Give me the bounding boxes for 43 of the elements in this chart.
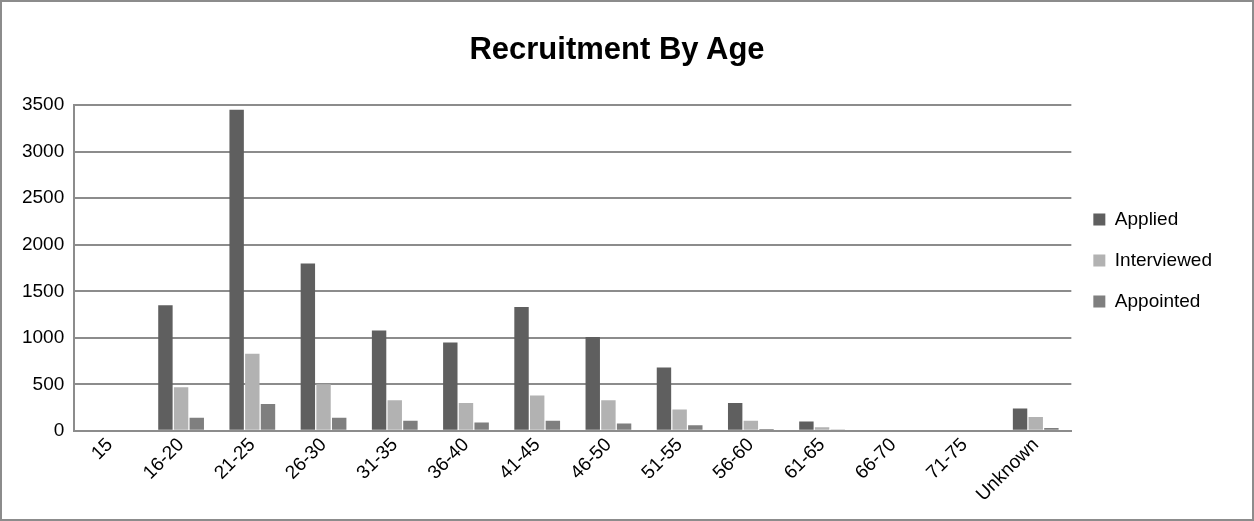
bar	[300, 263, 316, 430]
y-tick-label: 2000	[21, 233, 65, 255]
bar	[616, 423, 632, 430]
bar	[799, 421, 814, 430]
bar	[260, 403, 276, 430]
bar	[814, 427, 830, 430]
bar	[332, 417, 347, 430]
bar	[601, 400, 616, 430]
bar	[158, 305, 173, 430]
y-tick-label: 500	[32, 372, 65, 394]
legend-label: Interviewed	[1114, 248, 1213, 270]
y-tick-label: 1500	[21, 279, 65, 301]
bar	[245, 353, 260, 430]
bar	[443, 342, 458, 430]
y-tick-label: 1000	[21, 326, 65, 348]
bar	[229, 109, 244, 430]
y-tick-label: 0	[53, 419, 65, 441]
legend-label: Appointed	[1114, 289, 1201, 311]
chart-title: Recruitment By Age	[469, 31, 765, 67]
bar	[371, 330, 387, 430]
bar	[656, 367, 672, 430]
y-tick-label: 3500	[21, 93, 65, 115]
bar	[585, 336, 600, 430]
bar	[727, 402, 743, 430]
bar	[173, 387, 189, 430]
bar	[529, 395, 545, 430]
bar	[474, 422, 489, 430]
y-tick-label: 3000	[21, 139, 65, 161]
bar	[688, 425, 703, 430]
bar	[1012, 408, 1028, 430]
bar	[1028, 416, 1043, 430]
y-tick-label: 2500	[21, 186, 65, 208]
bar	[458, 402, 474, 430]
bar	[316, 384, 331, 430]
bar	[189, 417, 204, 430]
x-tick-label: 15	[86, 433, 117, 464]
bar	[403, 420, 418, 430]
bar	[743, 420, 759, 430]
bar	[387, 400, 402, 430]
bar	[514, 307, 529, 430]
bar	[672, 409, 687, 430]
legend-label: Applied	[1114, 207, 1179, 229]
bar	[545, 420, 561, 430]
